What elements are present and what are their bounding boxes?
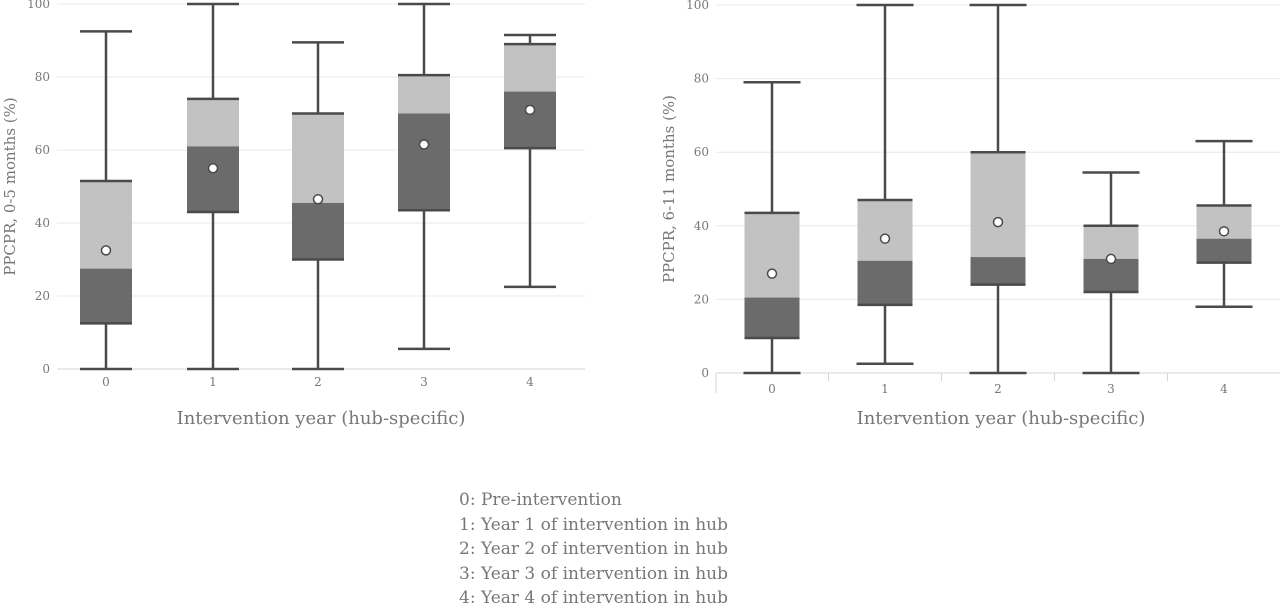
mean-marker	[879, 233, 891, 244]
upper-box	[504, 44, 556, 92]
lower-box	[1196, 238, 1252, 263]
lower-box	[292, 202, 344, 260]
y-axis-title: PPCPR, 6-11 months (%)	[660, 95, 678, 283]
box-1	[187, 2, 239, 371]
box-3	[1082, 171, 1140, 375]
mean-marker	[992, 216, 1004, 228]
y-tick-label: 80	[694, 72, 709, 86]
lower-box	[857, 260, 913, 305]
upper-box	[970, 152, 1026, 258]
upper-box	[857, 200, 913, 261]
x-tick-label: 4	[526, 375, 534, 389]
y-tick-label: 100	[686, 0, 709, 12]
mean-marker	[100, 245, 112, 256]
x-tick-label: 2	[314, 375, 322, 389]
mean-marker	[524, 104, 536, 116]
y-axis-title: PPCPR, 0-5 months (%)	[1, 97, 19, 276]
box-2	[969, 3, 1027, 375]
x-tick-label: 2	[994, 382, 1002, 396]
y-tick-label: 20	[35, 289, 50, 303]
y-tick-label: 60	[35, 143, 50, 157]
y-tick-label: 100	[27, 0, 50, 11]
lower-box	[970, 257, 1026, 285]
lower-box	[1083, 258, 1139, 293]
upper-box	[292, 113, 344, 203]
mean-marker	[418, 139, 430, 150]
box-1	[856, 3, 914, 366]
box-0	[80, 30, 132, 371]
x-tick-label: 1	[209, 375, 217, 389]
lower-box	[80, 268, 132, 324]
y-tick-label: 40	[35, 216, 50, 230]
box-0	[743, 81, 801, 375]
x-axis-title: Intervention year (hub-specific)	[857, 408, 1146, 429]
upper-box	[744, 212, 800, 298]
upper-box	[398, 75, 450, 114]
legend-item-4: 4: Year 4 of intervention in hub	[459, 588, 729, 608]
y-tick-label: 0	[701, 366, 709, 380]
x-axis-title: Intervention year (hub-specific)	[177, 408, 466, 429]
chart-right: 0 20 40 60 80 100 0 1 2 3 4 Intervention year (hub-…	[660, 0, 1280, 429]
legend-item-0: 0: Pre-intervention	[459, 490, 622, 510]
legend-item-3: 3: Year 3 of intervention in hub	[459, 563, 729, 584]
box-2	[292, 41, 344, 371]
year-legend: 0: Pre-intervention 1: Year 1 of interve…	[459, 488, 728, 611]
box-3	[398, 2, 450, 351]
mean-marker	[207, 163, 219, 174]
x-tick-label: 4	[1220, 382, 1228, 396]
x-tick-label: 3	[1107, 382, 1115, 396]
box-4	[504, 33, 556, 289]
y-tick-label: 60	[694, 145, 709, 159]
legend-item-1: 1: Year 1 of intervention in hub	[459, 514, 729, 535]
upper-box	[187, 98, 239, 147]
y-tick-label: 80	[35, 70, 50, 84]
lower-box	[187, 146, 239, 213]
lower-box	[504, 91, 556, 149]
chart-left: 0 20 40 60 80 100 0 1 2 3 4 Intervention year (hub-…	[1, 0, 585, 429]
y-tick-label: 20	[694, 292, 709, 306]
y-tick-label: 40	[694, 219, 709, 233]
x-tick-label: 3	[420, 375, 428, 389]
upper-box	[1083, 225, 1139, 259]
mean-marker	[312, 194, 324, 205]
x-tick-label: 0	[102, 375, 110, 389]
lower-box	[398, 113, 450, 211]
legend-item-2: 2: Year 2 of intervention in hub	[459, 539, 729, 559]
lower-box	[744, 297, 800, 339]
y-tick-label: 0	[42, 362, 50, 376]
x-tick-label: 0	[768, 382, 776, 396]
mean-marker	[1105, 253, 1117, 265]
box-4	[1195, 139, 1253, 309]
x-tick-label: 1	[881, 382, 889, 396]
mean-marker	[766, 268, 778, 279]
mean-marker	[1218, 226, 1230, 237]
